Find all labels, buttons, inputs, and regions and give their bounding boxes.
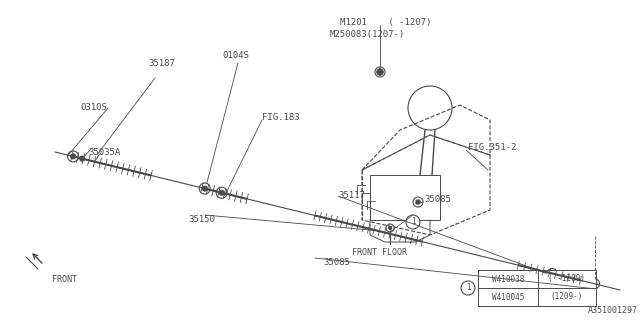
Circle shape bbox=[550, 271, 554, 276]
Text: 1: 1 bbox=[411, 218, 415, 227]
Text: M250083(1207-): M250083(1207-) bbox=[330, 30, 405, 39]
Circle shape bbox=[70, 154, 76, 159]
Circle shape bbox=[388, 227, 392, 229]
Text: M1201    ( -1207): M1201 ( -1207) bbox=[340, 18, 431, 27]
Text: 1: 1 bbox=[466, 284, 470, 292]
Text: 0104S: 0104S bbox=[222, 51, 249, 60]
Circle shape bbox=[416, 200, 420, 204]
Circle shape bbox=[377, 69, 383, 75]
Bar bbox=[478, 288, 596, 306]
Circle shape bbox=[377, 69, 383, 75]
Text: FRONT: FRONT bbox=[52, 275, 77, 284]
Circle shape bbox=[79, 156, 84, 161]
Circle shape bbox=[377, 69, 383, 75]
Text: 35117: 35117 bbox=[338, 190, 365, 199]
Circle shape bbox=[593, 282, 596, 286]
Text: W410045: W410045 bbox=[492, 292, 524, 301]
Text: 35187: 35187 bbox=[148, 59, 175, 68]
Circle shape bbox=[219, 190, 224, 195]
Circle shape bbox=[413, 197, 423, 207]
Text: FIG.351-2: FIG.351-2 bbox=[468, 143, 516, 153]
Circle shape bbox=[589, 279, 600, 289]
Circle shape bbox=[386, 224, 394, 232]
Text: 35035A: 35035A bbox=[88, 148, 120, 157]
Text: A351001297: A351001297 bbox=[588, 306, 638, 315]
Text: ( -1209): ( -1209) bbox=[548, 275, 586, 284]
Circle shape bbox=[406, 215, 420, 229]
Circle shape bbox=[377, 69, 383, 75]
Text: 35085: 35085 bbox=[424, 196, 451, 204]
Circle shape bbox=[68, 151, 79, 162]
Text: W410038: W410038 bbox=[492, 275, 524, 284]
Circle shape bbox=[377, 69, 383, 75]
Bar bbox=[370, 175, 440, 220]
Text: FRONT FLOOR: FRONT FLOOR bbox=[353, 248, 408, 257]
Text: (1209-): (1209-) bbox=[551, 292, 583, 301]
Circle shape bbox=[547, 268, 557, 278]
Text: 35085: 35085 bbox=[323, 258, 350, 267]
Circle shape bbox=[216, 187, 227, 198]
Text: 35150: 35150 bbox=[188, 215, 215, 224]
Circle shape bbox=[199, 183, 210, 194]
Text: 0310S: 0310S bbox=[80, 103, 107, 113]
Circle shape bbox=[461, 281, 475, 295]
Circle shape bbox=[377, 69, 383, 75]
Text: FIG.183: FIG.183 bbox=[262, 114, 300, 123]
Bar bbox=[478, 270, 596, 288]
Circle shape bbox=[202, 186, 207, 191]
